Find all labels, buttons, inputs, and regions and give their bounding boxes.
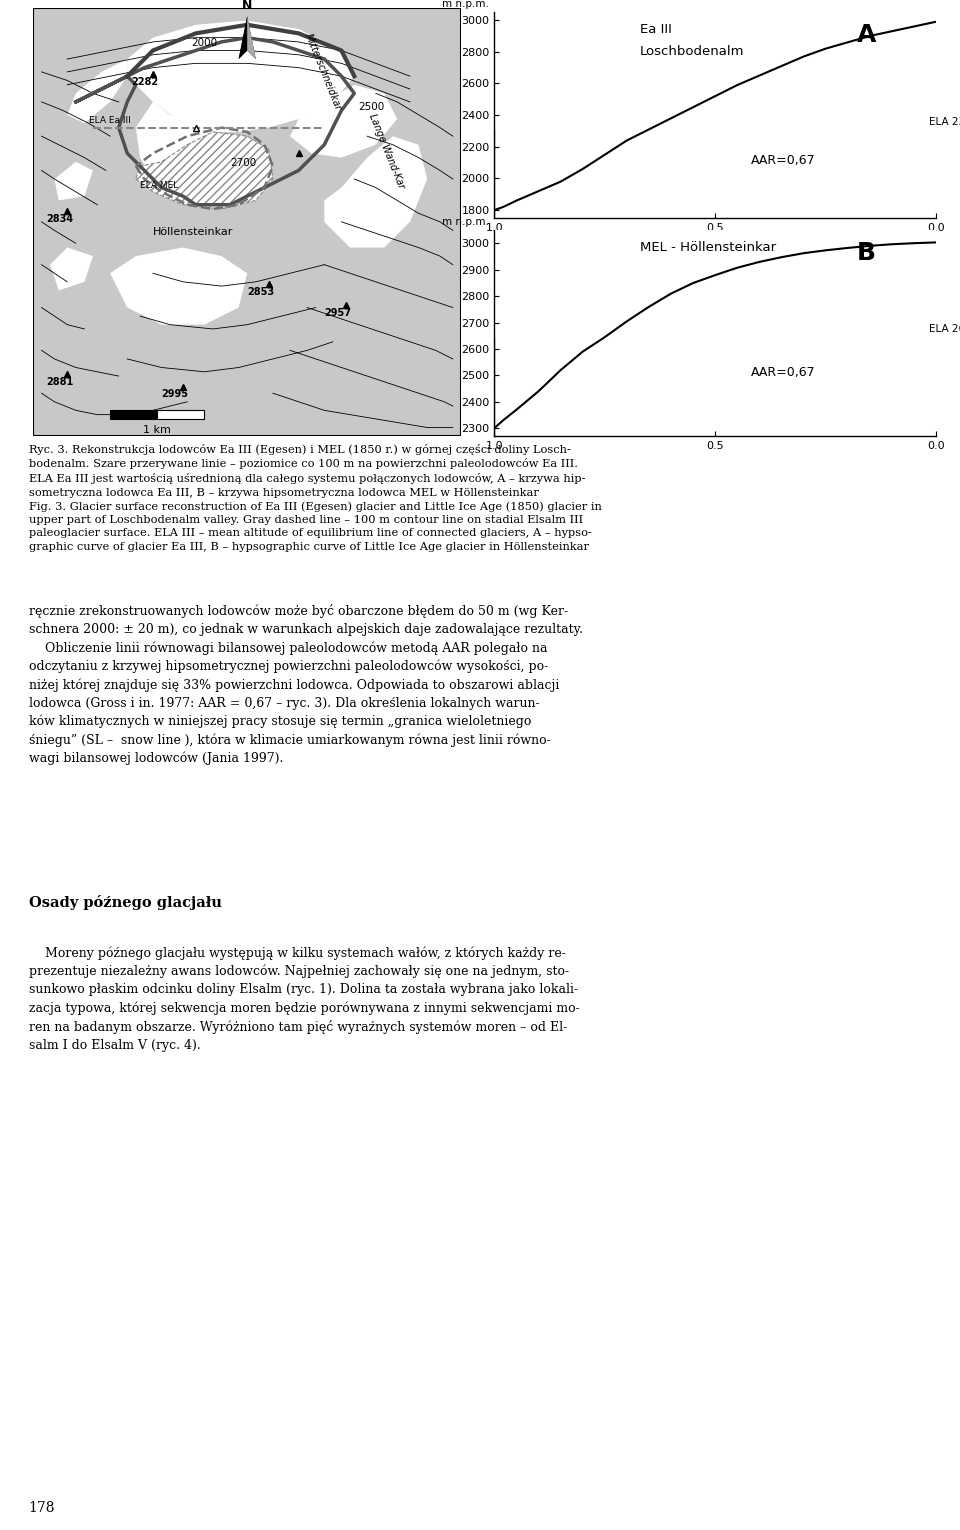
Text: 2881: 2881 bbox=[46, 376, 73, 387]
Text: Osady późnego glacjału: Osady późnego glacjału bbox=[29, 895, 222, 910]
Text: AAR=0,67: AAR=0,67 bbox=[751, 366, 815, 378]
Polygon shape bbox=[50, 248, 93, 291]
Polygon shape bbox=[55, 162, 93, 200]
Text: Lange Wand-Kar: Lange Wand-Kar bbox=[367, 112, 406, 190]
Text: 2282: 2282 bbox=[132, 76, 158, 87]
Text: 2834: 2834 bbox=[46, 214, 73, 223]
Polygon shape bbox=[135, 103, 213, 188]
Text: ELA Ea III: ELA Ea III bbox=[88, 116, 131, 125]
Text: B: B bbox=[856, 240, 876, 265]
Text: Moreny późnego glacjału występują w kilku systemach wałów, z których każdy re-
p: Moreny późnego glacjału występują w kilk… bbox=[29, 947, 580, 1053]
Polygon shape bbox=[239, 17, 255, 60]
Text: 2000: 2000 bbox=[191, 38, 217, 49]
Text: MEL - Höllensteinkar: MEL - Höllensteinkar bbox=[640, 240, 777, 254]
Text: AAR=0,67: AAR=0,67 bbox=[751, 153, 815, 167]
Text: m n.p.m.: m n.p.m. bbox=[442, 0, 489, 9]
Text: m n.p.m.: m n.p.m. bbox=[442, 217, 489, 226]
Text: 2957: 2957 bbox=[324, 308, 351, 318]
Text: ręcznie zrekonstruowanych lodowców może być obarczone błędem do 50 m (wg Ker-
sc: ręcznie zrekonstruowanych lodowców może … bbox=[29, 604, 583, 765]
Text: Loschbodenalm: Loschbodenalm bbox=[640, 46, 745, 58]
Polygon shape bbox=[290, 84, 397, 158]
Text: N: N bbox=[242, 0, 252, 12]
Bar bbox=[157, 410, 204, 419]
Text: ELA 2640: ELA 2640 bbox=[929, 324, 960, 334]
Polygon shape bbox=[239, 17, 248, 60]
Polygon shape bbox=[67, 60, 128, 124]
Text: A: A bbox=[856, 23, 876, 46]
Text: 2853: 2853 bbox=[248, 286, 275, 297]
Polygon shape bbox=[135, 132, 273, 210]
Text: 2700: 2700 bbox=[230, 158, 256, 168]
Polygon shape bbox=[324, 136, 427, 248]
Polygon shape bbox=[248, 17, 255, 60]
Text: 1 km: 1 km bbox=[143, 425, 171, 436]
Text: Ea III: Ea III bbox=[640, 23, 672, 35]
Text: Höllensteinkar: Höllensteinkar bbox=[153, 226, 233, 237]
Text: 2500: 2500 bbox=[359, 103, 385, 113]
Text: Mitterschneidkar: Mitterschneidkar bbox=[303, 32, 343, 113]
Bar bbox=[110, 410, 157, 419]
Text: 178: 178 bbox=[29, 1501, 56, 1515]
Polygon shape bbox=[110, 248, 248, 324]
Text: Ryc. 3. Rekonstrukcja lodowców Ea III (Egesen) i MEL (1850 r.) w górnej części d: Ryc. 3. Rekonstrukcja lodowców Ea III (E… bbox=[29, 444, 602, 552]
Text: 2995: 2995 bbox=[161, 390, 188, 399]
Text: ELA 2305: ELA 2305 bbox=[929, 118, 960, 127]
Polygon shape bbox=[128, 20, 354, 132]
Text: ELA MEL: ELA MEL bbox=[140, 181, 179, 190]
